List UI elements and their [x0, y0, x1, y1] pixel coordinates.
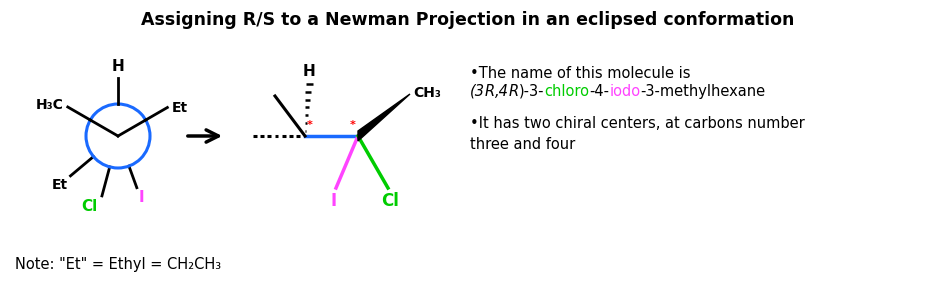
Text: •The name of this molecule is: •The name of this molecule is	[470, 66, 691, 81]
Text: )-3-: )-3-	[519, 84, 545, 99]
Text: (3: (3	[470, 84, 485, 99]
Text: I: I	[331, 192, 337, 210]
Text: Cl: Cl	[381, 192, 399, 210]
Text: ,4: ,4	[495, 84, 509, 99]
Text: H₃C: H₃C	[36, 98, 64, 112]
Text: Et: Et	[51, 178, 67, 192]
Text: CH₃: CH₃	[413, 86, 441, 100]
Text: *: *	[350, 120, 356, 130]
Text: Assigning R/S to a Newman Projection in an eclipsed conformation: Assigning R/S to a Newman Projection in …	[141, 11, 795, 29]
Text: I: I	[139, 190, 144, 205]
Text: R: R	[509, 84, 519, 99]
Text: chloro: chloro	[545, 84, 590, 99]
Text: -3-methylhexane: -3-methylhexane	[641, 84, 766, 99]
Text: R: R	[485, 84, 495, 99]
Text: -4-: -4-	[590, 84, 609, 99]
Polygon shape	[358, 94, 410, 141]
Text: Note: "Et" = Ethyl = CH₂CH₃: Note: "Et" = Ethyl = CH₂CH₃	[15, 257, 221, 272]
Text: Cl: Cl	[81, 199, 98, 214]
Text: *: *	[307, 120, 313, 130]
Text: Et: Et	[171, 101, 187, 114]
Text: H: H	[111, 59, 124, 74]
Text: iodo: iodo	[609, 84, 641, 99]
Text: •It has two chiral centers, at carbons number
three and four: •It has two chiral centers, at carbons n…	[470, 116, 805, 152]
Text: H: H	[302, 64, 315, 79]
